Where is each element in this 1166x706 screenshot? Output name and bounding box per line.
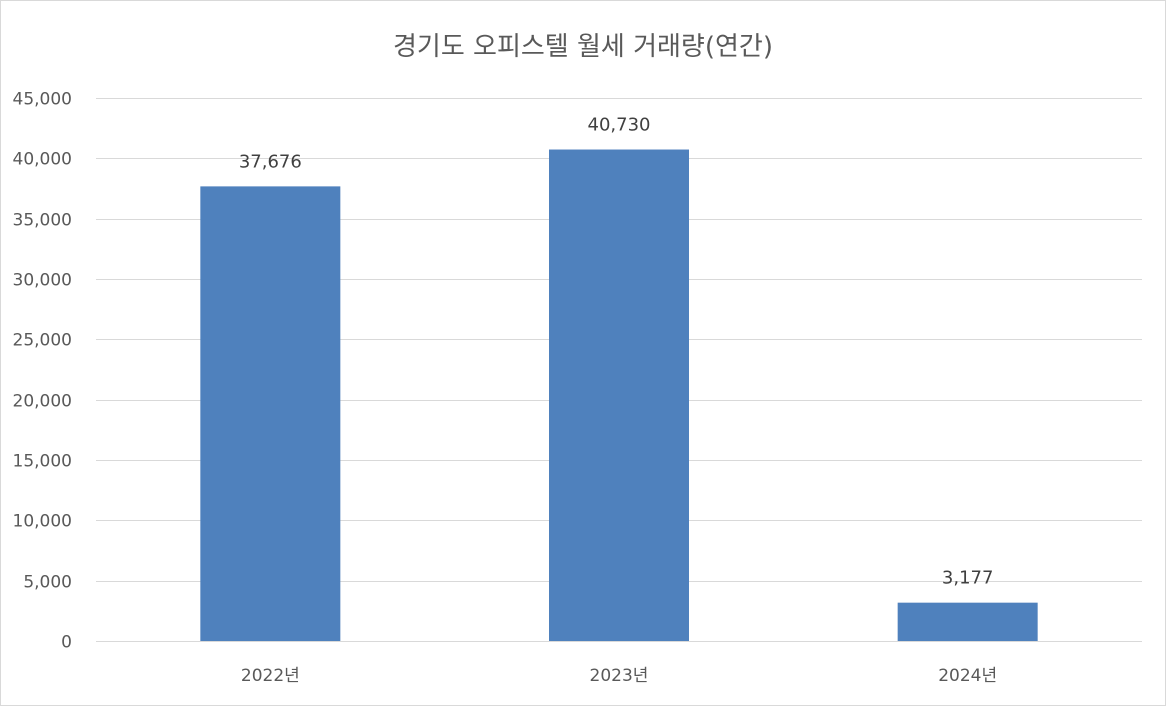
data-label: 40,730 [588,115,651,136]
bar-2023년 [549,149,689,642]
x-tick-label: 2024년 [938,666,997,686]
y-tick-label: 35,000 [13,211,72,231]
y-tick-label: 45,000 [13,90,72,110]
y-tick-label: 20,000 [13,392,72,412]
bar-2024년 [897,602,1038,641]
y-tick-label: 15,000 [13,452,72,472]
y-tick-label: 10,000 [13,512,72,532]
x-tick-label: 2023년 [590,666,649,686]
y-tick-label: 25,000 [13,331,72,351]
y-tick-label: 0 [61,633,72,653]
bar-2022년 [200,186,341,641]
y-tick-label: 30,000 [13,271,72,291]
y-tick-label: 40,000 [13,150,72,170]
data-label: 3,177 [942,568,994,589]
data-label: 37,676 [239,151,302,172]
x-tick-label: 2022년 [241,666,300,686]
chart-title: 경기도 오피스텔 월세 거래량(연간) [393,32,773,62]
y-tick-label: 5,000 [23,573,72,593]
